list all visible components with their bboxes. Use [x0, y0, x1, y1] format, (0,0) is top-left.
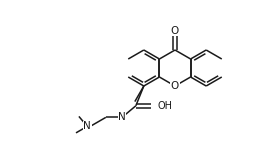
- Text: O: O: [171, 81, 179, 91]
- Text: N: N: [83, 121, 91, 131]
- Text: OH: OH: [157, 101, 172, 111]
- Text: N: N: [118, 112, 126, 122]
- Text: O: O: [171, 26, 179, 36]
